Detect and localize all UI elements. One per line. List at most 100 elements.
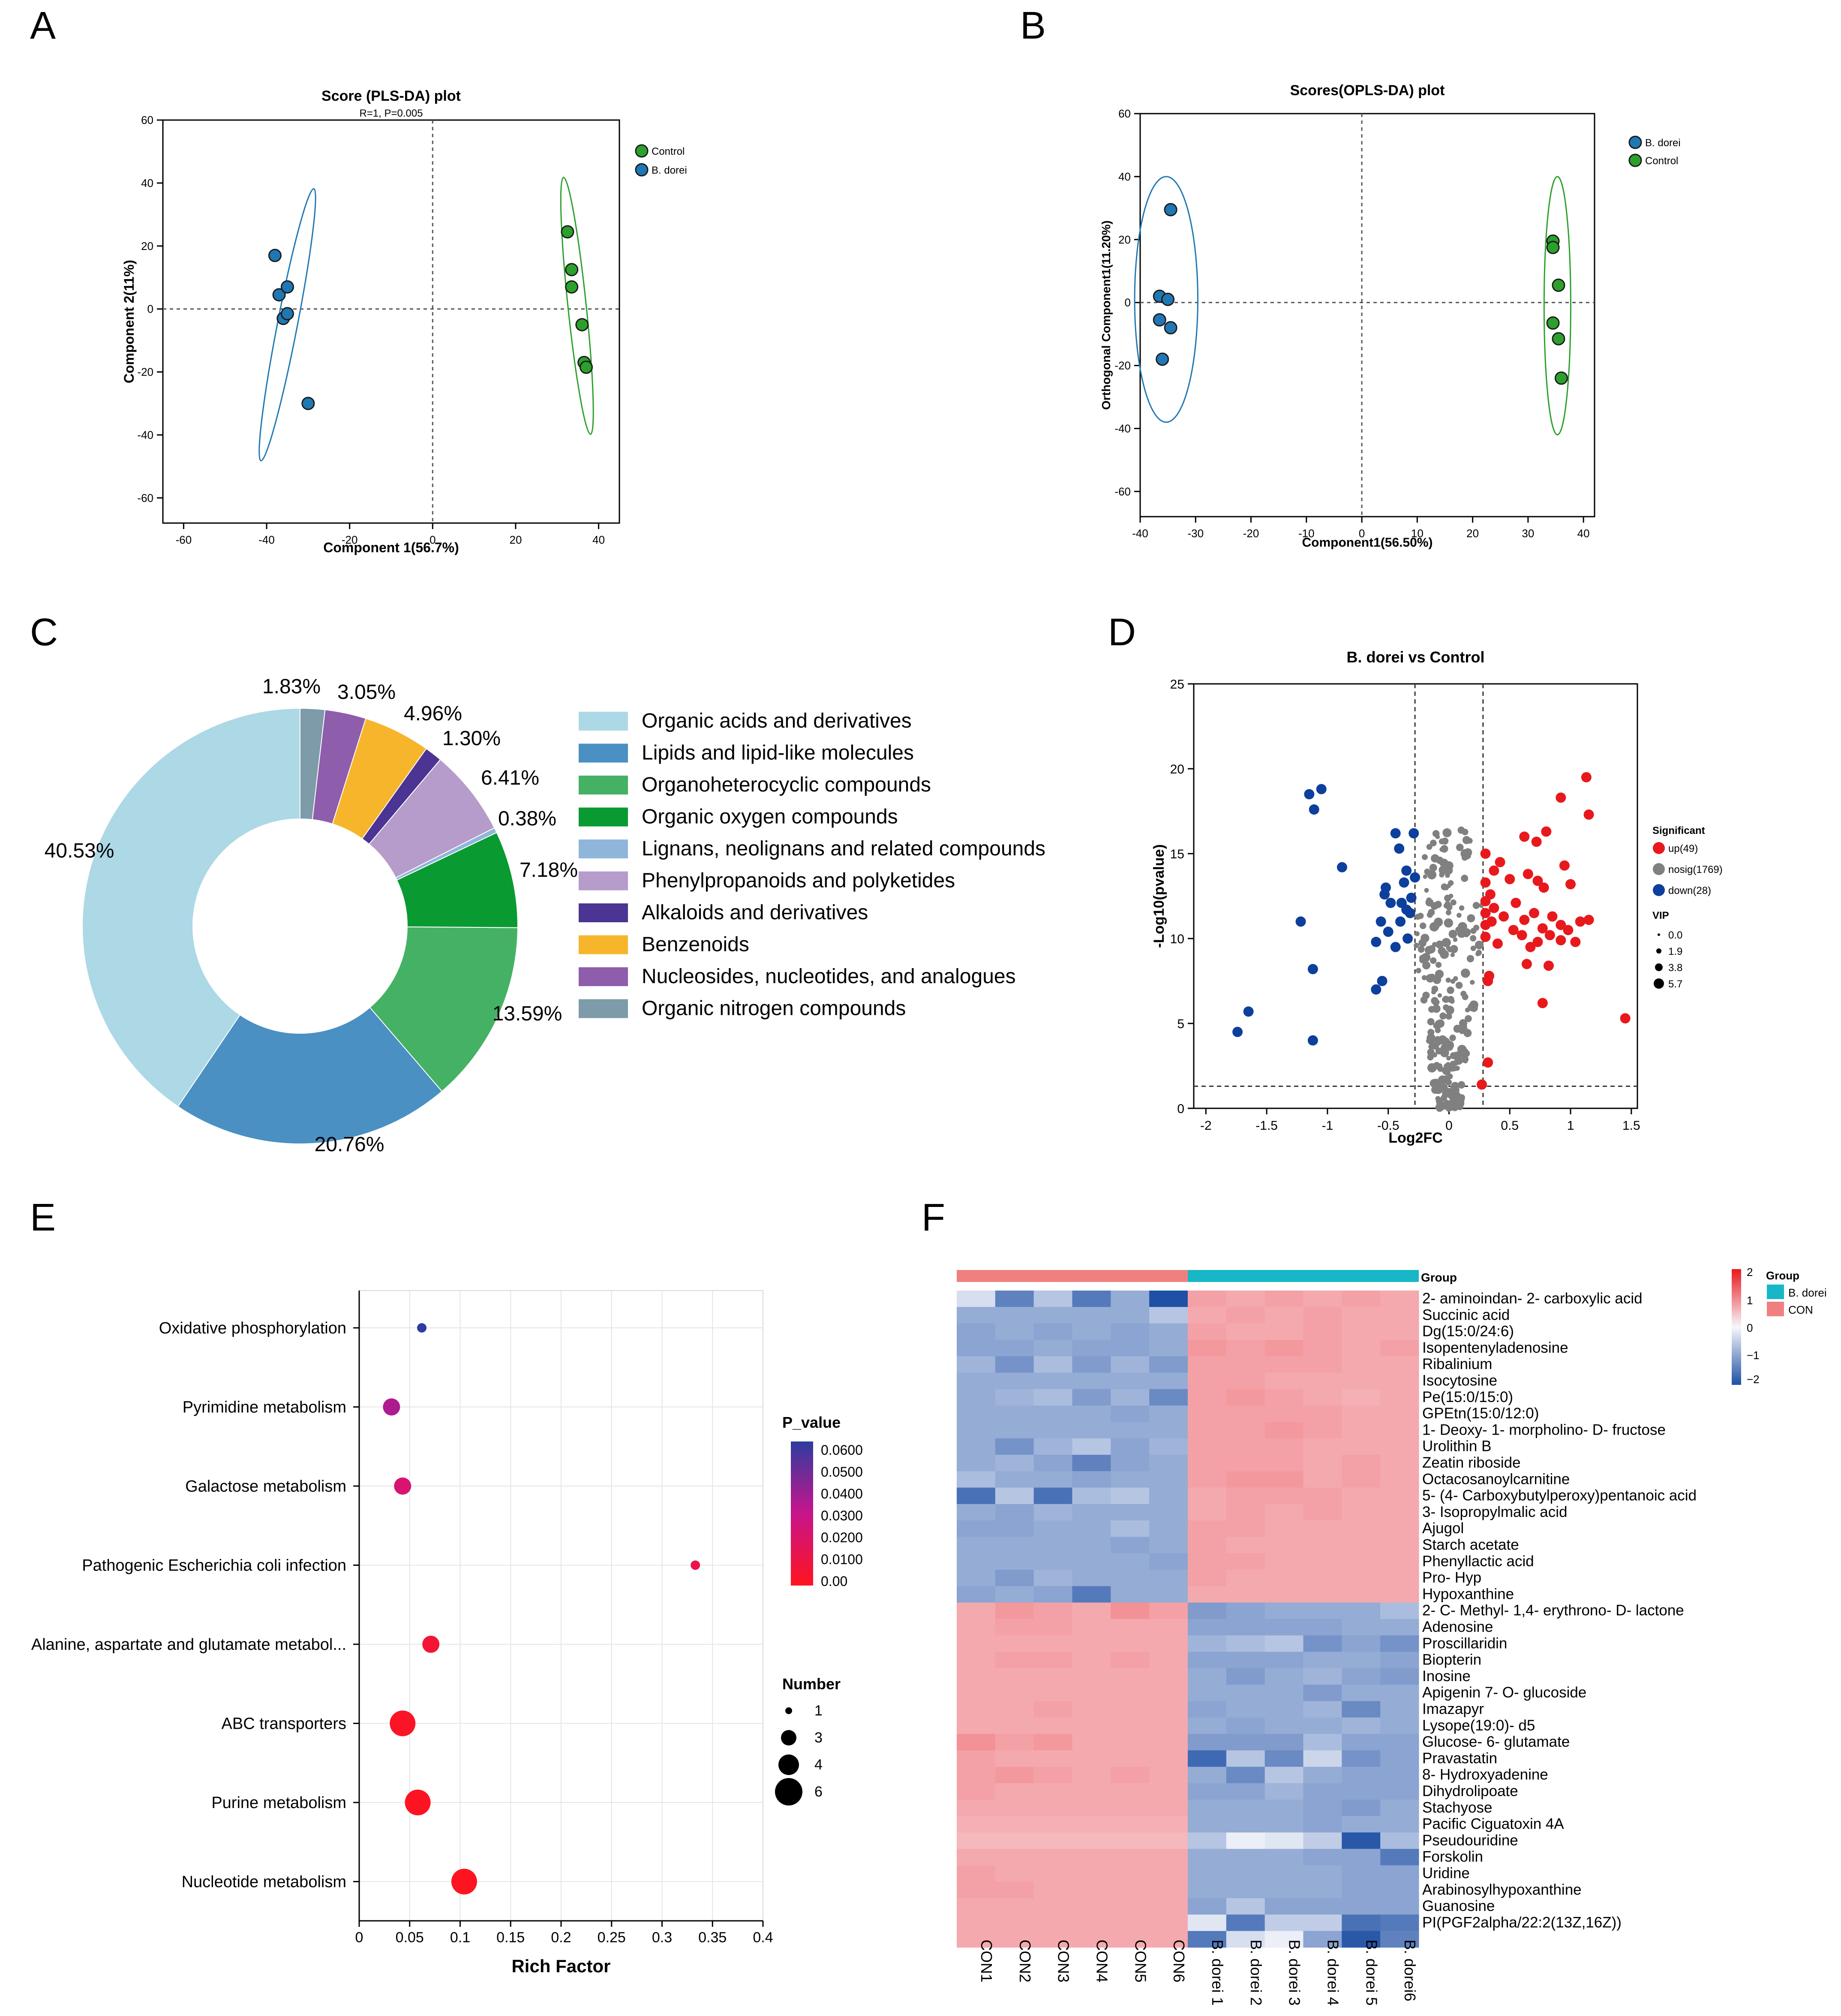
heatmap-cell	[1342, 1339, 1381, 1357]
heatmap-cell	[1264, 1685, 1303, 1701]
legend-label: Organoheterocyclic compounds	[642, 773, 931, 796]
metabolite-label: Urolithin B	[1422, 1438, 1491, 1455]
heatmap-cell	[1226, 1602, 1265, 1619]
y-axis-label: Component 2(11%)	[121, 260, 137, 383]
heatmap-cell	[1264, 1570, 1303, 1586]
heatmap-cell	[957, 1487, 996, 1504]
scale-tick-label: −2	[1747, 1373, 1760, 1386]
heatmap-cell	[1303, 1291, 1342, 1307]
heatmap-cell	[1149, 1832, 1188, 1849]
x-tick-label: 0	[1359, 527, 1365, 540]
down-point	[1410, 872, 1421, 883]
x-tick-label: 0.05	[396, 1929, 424, 1946]
group-bar-con	[957, 1270, 1188, 1282]
x-tick-label: 0	[429, 533, 435, 546]
heatmap-cell	[1380, 1323, 1419, 1340]
heatmap-cell	[1111, 1668, 1150, 1685]
heatmap-cell	[1380, 1438, 1419, 1455]
heatmap-cell	[1380, 1799, 1419, 1817]
heatmap-cell	[1072, 1323, 1111, 1340]
heatmap-cell	[995, 1914, 1034, 1932]
heatmap-cell	[1149, 1422, 1188, 1439]
y-tick-label: 20	[1170, 762, 1184, 776]
nosig-point	[1447, 1073, 1453, 1080]
vip-legend-marker	[1654, 978, 1664, 989]
x-tick-label: 0	[355, 1929, 363, 1946]
up-point	[1538, 882, 1549, 893]
sample-label: CON3	[1055, 1940, 1072, 1983]
heatmap-cell	[1303, 1799, 1342, 1817]
y-tick-label: 0	[1177, 1102, 1184, 1116]
chart-subtitle: R=1, P=0.005	[359, 108, 423, 119]
heatmap-cell	[1380, 1619, 1419, 1636]
metabolite-label: Octacosanoylcarnitine	[1422, 1471, 1570, 1487]
heatmap-cell	[1149, 1520, 1188, 1537]
x-tick-label: -1.5	[1255, 1119, 1278, 1133]
x-tick-label: 40	[1577, 527, 1590, 540]
heatmap-cell	[1072, 1471, 1111, 1488]
heatmap-cell	[1072, 1898, 1111, 1915]
up-point	[1556, 792, 1566, 803]
metabolite-label: Lysope(19:0)- d5	[1422, 1717, 1535, 1734]
heatmap-cell	[1264, 1668, 1303, 1685]
pathway-bubble	[691, 1560, 700, 1570]
heatmap-cell	[995, 1323, 1034, 1340]
legend-marker	[1628, 153, 1642, 167]
nosig-point	[1449, 1103, 1454, 1109]
metabolite-label: Pseudouridine	[1422, 1832, 1518, 1849]
nosig-point	[1457, 1081, 1466, 1089]
nosig-point	[1460, 1023, 1467, 1029]
nosig-point	[1436, 940, 1444, 949]
heatmap-cell	[1342, 1602, 1381, 1619]
vip-legend-title: VIP	[1652, 910, 1669, 921]
nosig-point	[1451, 1089, 1459, 1097]
heatmap-cell	[1303, 1783, 1342, 1800]
heatmap-cell	[995, 1816, 1034, 1833]
nosig-point	[1422, 961, 1431, 969]
heatmap-cell	[1033, 1602, 1072, 1619]
heatmap-cell	[1380, 1339, 1419, 1357]
up-point	[1531, 836, 1542, 847]
legend-swatch	[579, 839, 628, 858]
heatmap-cell	[1149, 1849, 1188, 1866]
heatmap-cell	[1226, 1849, 1265, 1866]
heatmap-cell	[995, 1586, 1034, 1603]
nosig-point	[1445, 909, 1451, 915]
number-legend-label: 3	[814, 1730, 823, 1746]
heatmap-cell	[1226, 1339, 1265, 1357]
heatmap-cell	[1033, 1750, 1072, 1767]
heatmap-cell	[1226, 1783, 1265, 1800]
metabolite-label: GPEtn(15:0/12:0)	[1422, 1405, 1539, 1422]
x-tick-label: -60	[176, 533, 192, 546]
nosig-point	[1429, 864, 1437, 872]
pathway-bubble	[390, 1710, 416, 1736]
sample-label: B. dorei 2	[1247, 1940, 1265, 2006]
heatmap-cell	[995, 1931, 1034, 1948]
nosig-point	[1436, 1019, 1445, 1028]
nosig-point	[1420, 922, 1427, 930]
heatmap-cell	[1226, 1931, 1265, 1948]
heatmap-cell	[995, 1717, 1034, 1734]
heatmap-cell	[995, 1701, 1034, 1718]
confidence-ellipse	[560, 177, 594, 435]
down-point	[1383, 927, 1394, 937]
heatmap-cell	[1111, 1323, 1150, 1340]
heatmap-cell	[1188, 1389, 1227, 1406]
up-point	[1620, 1013, 1631, 1024]
metabolite-label: 8- Hydroxyadenine	[1422, 1766, 1548, 1783]
down-point	[1390, 942, 1401, 952]
heatmap-cell	[1380, 1652, 1419, 1669]
heatmap-cell	[1188, 1701, 1227, 1718]
heatmap-chart: Group 2- aminoindan- 2- carboxylic acidSu…	[957, 1266, 1827, 2006]
metabolite-label: Hypoxanthine	[1422, 1586, 1514, 1602]
nosig-point	[1459, 905, 1465, 911]
panel-letter-e: E	[30, 1196, 56, 1239]
score-point	[1546, 241, 1560, 254]
metabolite-label: Pravastatin	[1422, 1750, 1497, 1766]
heatmap-cell	[1111, 1356, 1150, 1373]
down-point	[1390, 828, 1401, 839]
x-tick-label: -0.5	[1377, 1119, 1400, 1133]
heatmap-cell	[1072, 1619, 1111, 1636]
heatmap-cell	[1033, 1931, 1072, 1948]
heatmap-cell	[1188, 1291, 1227, 1307]
